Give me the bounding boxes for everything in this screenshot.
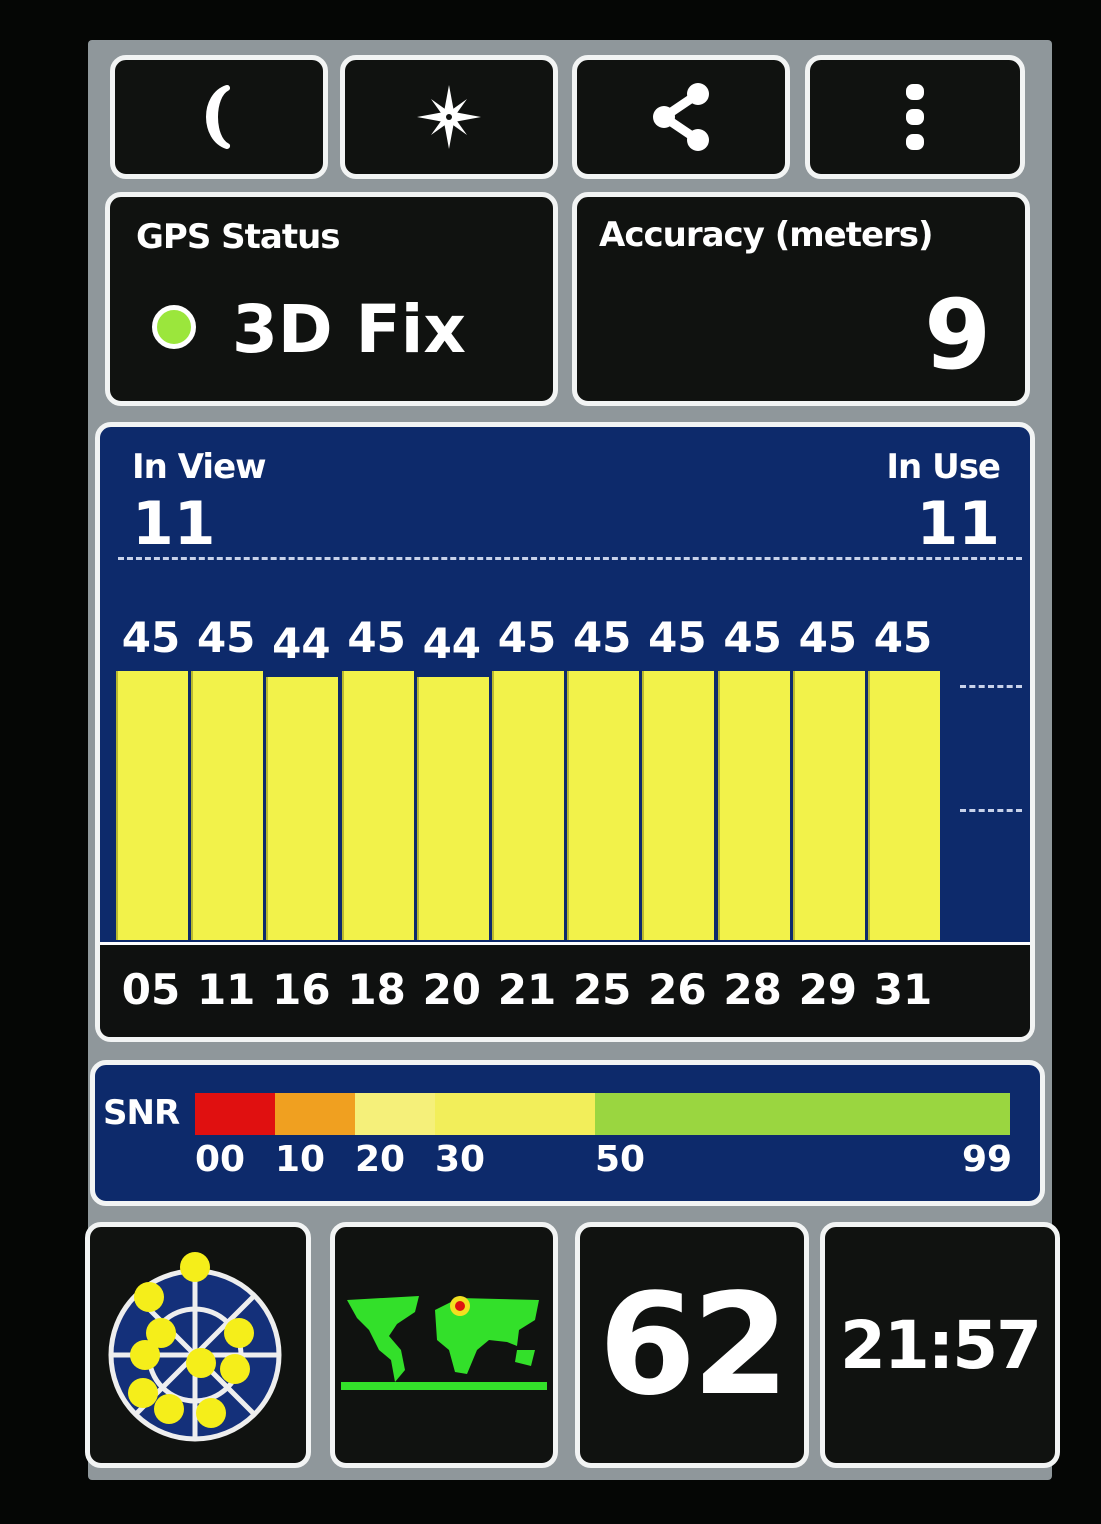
signal-bar [116, 671, 188, 940]
grid-line-upper [960, 685, 1022, 688]
moon-icon [206, 85, 230, 149]
snr-segment [435, 1093, 595, 1135]
world-map-icon [341, 1296, 547, 1390]
snr-tick-label: 00 [195, 1139, 246, 1180]
signal-bar [266, 677, 339, 940]
gps-status-tile: GPS Status 3D Fix [105, 192, 558, 406]
more-vertical-icon [906, 84, 924, 150]
satellite-id-label: 26 [648, 965, 707, 1014]
in-view-count: 11 [132, 489, 216, 559]
accuracy-title: Accuracy (meters) [599, 215, 934, 255]
more-button[interactable] [805, 55, 1025, 179]
in-view-label: In View [132, 447, 267, 487]
snr-segment [275, 1093, 355, 1135]
signal-value-label: 44 [422, 619, 482, 668]
night-mode-button[interactable] [110, 55, 328, 179]
snr-tick-label: 10 [275, 1139, 326, 1180]
satellite-count-tile[interactable]: 62 [575, 1222, 809, 1468]
satellite-id-label: 18 [347, 965, 406, 1014]
signal-bar [717, 671, 790, 940]
satellite-id-label: 05 [121, 965, 181, 1014]
share-button[interactable] [572, 55, 790, 179]
satellite-id-label: 16 [272, 965, 331, 1014]
compass-button[interactable] [340, 55, 558, 179]
snr-label: SNR [103, 1093, 180, 1133]
accuracy-value: 9 [924, 279, 991, 391]
gps-status-title: GPS Status [136, 217, 341, 257]
time-tile[interactable]: 21:57 [820, 1222, 1060, 1468]
accuracy-tile: Accuracy (meters) 9 [572, 192, 1030, 406]
signal-value-label: 45 [347, 613, 406, 662]
snr-tick-label: 99 [962, 1139, 1013, 1180]
signal-value-label: 45 [798, 613, 858, 662]
satellite-id-label: 25 [572, 965, 632, 1014]
grid-line-lower [960, 809, 1022, 812]
time-value: 21:57 [839, 1306, 1042, 1384]
signal-bar [191, 671, 264, 940]
signal-value-label: 45 [497, 613, 557, 662]
sky-view-button[interactable] [85, 1222, 311, 1468]
satellite-id-label: 31 [873, 965, 933, 1014]
signal-value-label: 45 [196, 613, 256, 662]
snr-tick-label: 20 [355, 1139, 406, 1180]
fix-indicator-icon [152, 305, 196, 349]
signal-value-label: 45 [121, 613, 181, 662]
snr-segment [355, 1093, 435, 1135]
signal-value-label: 45 [648, 613, 707, 662]
number-value: 62 [598, 1263, 790, 1427]
snr-tick-label: 30 [435, 1139, 486, 1180]
grid-line-top [118, 557, 1022, 560]
snr-segment [195, 1093, 275, 1135]
compass-star-icon [417, 85, 481, 149]
signal-value-label: 45 [572, 613, 632, 662]
snr-tick-label: 50 [595, 1139, 646, 1180]
share-icon [653, 83, 709, 151]
satellite-id-label: 29 [798, 965, 858, 1014]
signal-bar [868, 671, 940, 940]
in-use-label: In Use [886, 447, 1001, 487]
signal-bar [642, 671, 715, 940]
sky-plot-icon [108, 1252, 282, 1442]
world-map-button[interactable] [330, 1222, 558, 1468]
signal-value-label: 45 [873, 613, 933, 662]
in-use-count: 11 [916, 489, 1001, 559]
satellite-id-label: 21 [497, 965, 557, 1014]
signal-bar [416, 677, 489, 940]
satellite-id-label: 11 [196, 965, 256, 1014]
id-strip [100, 942, 1030, 1037]
satellite-signal-panel: In View 11 In Use 11 45 45 44 45 44 45 45 45 45 4… [95, 422, 1035, 1042]
signal-bar [492, 671, 564, 940]
signal-bar [341, 671, 414, 940]
signal-bar [567, 671, 640, 940]
snr-color-scale [195, 1093, 1010, 1135]
signal-bar [792, 671, 865, 940]
satellite-id-label: 28 [723, 965, 782, 1014]
signal-value-label: 44 [272, 619, 331, 668]
snr-legend-panel: SNR 00 10 20 30 50 99 [90, 1060, 1045, 1206]
signal-value-label: 45 [723, 613, 782, 662]
satellite-id-label: 20 [422, 965, 482, 1014]
snr-segment [595, 1093, 1010, 1135]
gps-status-value: 3D Fix [232, 291, 466, 368]
